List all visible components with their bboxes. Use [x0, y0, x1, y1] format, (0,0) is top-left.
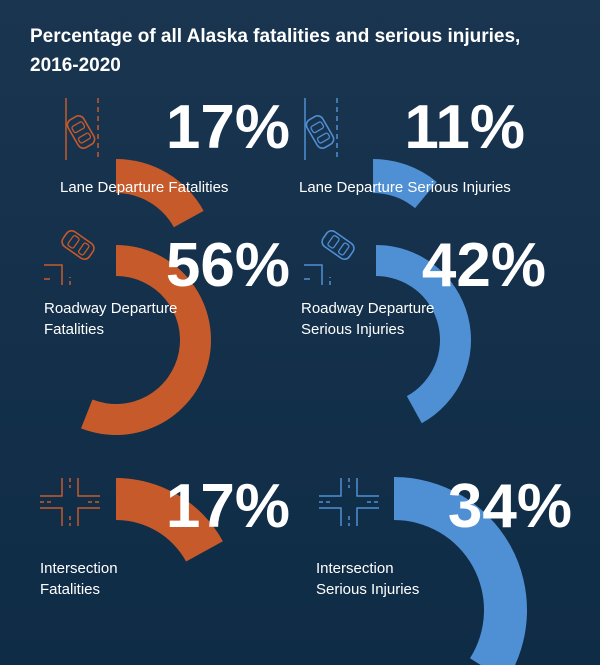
- percent-label-2: 56%: [166, 231, 290, 300]
- intersection-icon-4: [40, 478, 100, 526]
- percent-label-4: 17%: [166, 472, 290, 541]
- car-roadway-departure-icon-2: [44, 230, 95, 285]
- category-label-5-line-1: Serious Injuries: [316, 581, 419, 598]
- arc-roadway-departure-fatalities: [81, 245, 211, 435]
- category-label-3-line-1: Serious Injuries: [301, 321, 404, 338]
- percent-label-5: 34%: [448, 472, 572, 541]
- text-layer: 17% Lane Departure Fatalities 11% Lane Depa…: [40, 93, 572, 598]
- category-label-3-line-0: Roadway Departure: [301, 300, 434, 317]
- arc-intersection-serious-injuries: [394, 477, 527, 665]
- percent-label-0: 17%: [166, 93, 290, 162]
- category-label-2-line-1: Fatalities: [44, 321, 104, 338]
- arc-roadway-departure-serious-injuries: [376, 245, 472, 424]
- percent-label-1: 11%: [404, 93, 525, 162]
- car-lane-departure-icon-1: [304, 98, 338, 160]
- category-label-2-line-0: Roadway Departure: [44, 300, 177, 317]
- arcs-layer: [81, 159, 527, 665]
- intersection-icon-5: [319, 478, 379, 526]
- car-lane-departure-icon-0: [65, 98, 99, 160]
- percent-label-3: 42%: [422, 231, 546, 300]
- category-label-5-line-0: Intersection: [316, 560, 394, 577]
- category-label-4-line-0: Intersection: [40, 560, 118, 577]
- chart-title: Percentage of all Alaska fatalities and …: [30, 26, 521, 76]
- car-roadway-departure-icon-3: [304, 230, 355, 285]
- category-label-4-line-1: Fatalities: [40, 581, 100, 598]
- category-label-1-line-0: Lane Departure Serious Injuries: [299, 179, 511, 196]
- arc-lane-departure-serious-injuries: [373, 159, 437, 209]
- arc-lane-departure-fatalities: [116, 159, 204, 228]
- icons-layer: [40, 98, 379, 526]
- arc-intersection-fatalities: [116, 478, 223, 562]
- category-label-0-line-0: Lane Departure Fatalities: [60, 179, 228, 196]
